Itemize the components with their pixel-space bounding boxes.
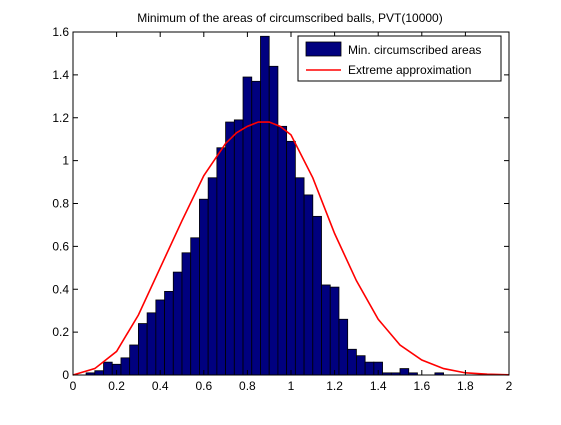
y-tick-label: 1.2 [52, 111, 69, 125]
histogram-bar [277, 125, 288, 376]
chart-title: Minimum of the areas of circumscribed ba… [137, 11, 442, 25]
histogram-bar [137, 323, 148, 376]
histogram-bar [242, 76, 253, 376]
histogram-bar [260, 35, 270, 376]
y-tick-label: 0.6 [52, 239, 69, 253]
y-tick-label: 1.6 [52, 25, 69, 39]
histogram-bar [103, 361, 113, 376]
histogram-bar [181, 252, 192, 376]
x-tick-label: 1.6 [413, 379, 430, 393]
histogram-bar [129, 344, 139, 376]
y-tick-label: 0.2 [52, 325, 69, 339]
histogram-bar [94, 370, 104, 376]
histogram-bar [207, 177, 218, 376]
extreme-approximation-curve [72, 121, 510, 376]
x-tick-label: 1.2 [326, 379, 343, 393]
y-tick-label: 1.4 [52, 68, 69, 82]
x-tick-label: 1 [288, 379, 295, 393]
histogram-bar [268, 65, 279, 376]
histogram-bar [146, 312, 157, 376]
histogram-bar [321, 284, 331, 376]
legend-curve-label: Extreme approximation [348, 63, 471, 77]
histogram-bar [347, 348, 357, 376]
y-tick-label: 1 [62, 154, 69, 168]
histogram-bar [251, 80, 261, 376]
histogram-bar [399, 368, 410, 376]
histogram-bar [172, 271, 183, 376]
legend-histogram-label: Min. circumscribed areas [348, 43, 481, 57]
legend: Min. circumscribed areas Extreme approxi… [297, 35, 502, 82]
histogram-bar [329, 286, 340, 376]
x-tick-label: 0.6 [195, 379, 212, 393]
histogram-bar [312, 215, 322, 376]
x-tick-label: 1.8 [457, 379, 474, 393]
histogram-bar [286, 140, 296, 376]
histogram-bar [355, 355, 366, 376]
y-tick-label: 0.4 [52, 282, 69, 296]
histogram-bar [233, 119, 244, 376]
x-tick-label: 0.2 [108, 379, 125, 393]
histogram-bar [155, 299, 165, 376]
y-tick-label: 0.8 [52, 197, 69, 211]
y-tick-label: 0 [62, 368, 69, 382]
histogram-bar [303, 194, 314, 376]
x-axis: 0 0.2 0.4 0.6 0.8 1 1.2 1.4 1.6 1.8 2 [70, 32, 513, 393]
x-tick-label: 1.4 [370, 379, 387, 393]
x-tick-label: 0.8 [239, 379, 256, 393]
histogram-bar [364, 361, 375, 376]
histogram-bar [199, 198, 209, 376]
x-tick-label: 0 [70, 379, 77, 393]
approximation-curve-layer [72, 121, 510, 376]
x-tick-label: 2 [506, 379, 513, 393]
x-tick-label: 0.4 [152, 379, 169, 393]
legend-histogram-swatch [305, 41, 342, 57]
histogram-bar [216, 147, 227, 376]
histogram-bar [190, 237, 200, 376]
histogram-bar [164, 290, 174, 376]
histogram-bar [225, 121, 235, 376]
histogram-bar [120, 357, 131, 376]
histogram-bar [338, 318, 349, 376]
histogram-bar [294, 177, 305, 376]
y-axis: 0 0.2 0.4 0.6 0.8 1 1.2 1.4 1.6 [52, 25, 509, 382]
